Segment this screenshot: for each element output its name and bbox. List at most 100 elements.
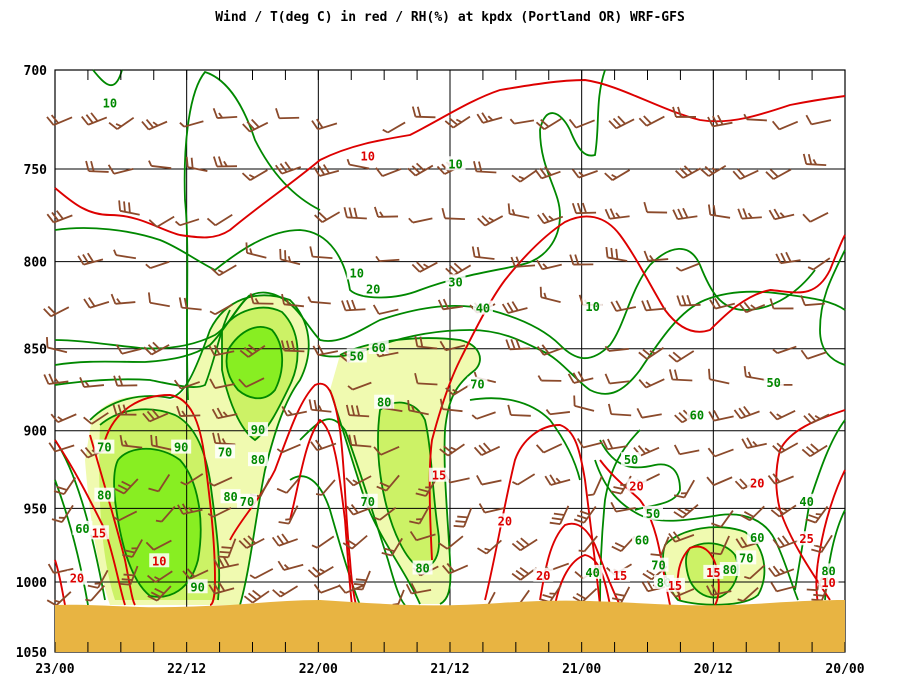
- wind-barb-flag: [608, 120, 617, 129]
- wind-barb-shaft: [773, 168, 792, 180]
- wind-barb: [438, 535, 464, 550]
- wind-barb-flag: [473, 371, 478, 378]
- temperature-contour-label: 20: [536, 569, 550, 583]
- wind-barb: [439, 398, 463, 413]
- wind-barb-flag: [186, 568, 196, 578]
- wind-barb-shaft: [288, 505, 299, 525]
- wind-barb-shaft: [739, 169, 759, 180]
- wind-barb-flag: [519, 566, 530, 575]
- wind-barb-flag: [351, 299, 357, 311]
- wind-barb-shaft: [121, 348, 142, 355]
- wind-barb-flag: [145, 541, 155, 551]
- rh-contour-label: 90: [190, 580, 204, 594]
- wind-barb-flag: [737, 208, 743, 219]
- temperature-contour-label: 20: [629, 479, 643, 493]
- wind-barb-shaft: [246, 537, 265, 549]
- wind-barb-flag: [107, 164, 115, 175]
- wind-barb-shaft: [711, 590, 732, 596]
- wind-barb: [805, 114, 832, 126]
- wind-barb-shaft: [189, 569, 209, 580]
- temperature-contour-label: 15: [432, 469, 446, 483]
- wind-barb-flag: [746, 437, 753, 448]
- wind-barb-flag: [805, 518, 816, 524]
- wind-barb: [312, 344, 339, 356]
- wind-barb-shaft: [713, 476, 733, 486]
- wind-barb: [772, 442, 799, 454]
- wind-barb-shaft: [187, 166, 208, 172]
- rh-contour-label: 10: [103, 96, 117, 110]
- wind-barb-flag: [743, 113, 748, 120]
- wind-barb: [375, 255, 400, 263]
- wind-barb: [148, 160, 172, 170]
- wind-barb-shaft: [320, 584, 340, 594]
- wind-barb-flag: [80, 448, 89, 459]
- wind-barb: [376, 474, 400, 492]
- wind-barb: [310, 439, 337, 452]
- wind-barb-flag: [46, 599, 57, 607]
- wind-barb-flag: [806, 588, 818, 592]
- wind-barb: [444, 115, 471, 129]
- wind-barb-flag: [578, 549, 585, 553]
- wind-barb: [604, 373, 630, 385]
- wind-barb: [43, 373, 69, 385]
- wind-barb-shaft: [280, 585, 299, 598]
- wind-barb: [174, 218, 200, 227]
- wind-barb: [373, 445, 400, 456]
- wind-barb-shaft: [485, 539, 502, 555]
- wind-barb-flag: [77, 255, 85, 266]
- temperature-contour-label: 10: [821, 576, 835, 590]
- wind-barb-shaft: [245, 377, 265, 388]
- wind-barb: [476, 474, 502, 486]
- wind-barb-flag: [123, 573, 135, 577]
- wind-barb-flag: [218, 581, 226, 592]
- wind-barb-flag: [481, 112, 489, 123]
- wind-barb-flag: [772, 538, 781, 549]
- temperature-contour-label-bg: [429, 467, 450, 482]
- wind-barb-flag: [515, 256, 521, 267]
- wind-barb-flag: [247, 344, 258, 353]
- wind-barb-shaft: [749, 505, 765, 521]
- wind-barb-flag: [785, 251, 792, 263]
- temperature-contour: [775, 409, 846, 601]
- temperature-contour-label: 15: [613, 569, 627, 583]
- wind-barb-shaft: [412, 217, 433, 224]
- wind-barb-shaft: [316, 535, 335, 549]
- wind-barb-flag: [541, 212, 550, 223]
- wind-barb: [311, 535, 335, 549]
- wind-barb-shaft: [214, 383, 235, 389]
- wind-barb-flag: [311, 544, 318, 549]
- rh-contour-label-bg: [94, 439, 115, 454]
- wind-barb-shaft: [246, 252, 267, 259]
- wind-barb-flag: [549, 521, 561, 525]
- wind-barb-flag: [511, 174, 521, 183]
- wind-barb: [411, 106, 436, 119]
- temperature-contour-label: 10: [152, 554, 166, 568]
- wind-barb: [346, 503, 373, 516]
- wind-barb: [507, 203, 530, 219]
- wind-barb-flag: [285, 518, 292, 521]
- wind-barb-flag: [750, 304, 757, 310]
- wind-barb: [209, 378, 235, 389]
- wind-barb-flag: [511, 209, 516, 216]
- wind-barb-flag: [672, 351, 682, 360]
- wind-barb: [409, 531, 436, 542]
- wind-barb-flag: [775, 253, 782, 264]
- wind-barb-flag: [668, 369, 674, 380]
- wind-barb-flag: [346, 299, 352, 311]
- wind-barb-shaft: [442, 408, 463, 413]
- wind-barb-shaft: [476, 411, 496, 420]
- wind-barb: [607, 403, 632, 417]
- temperature-contour-label-bg: [818, 574, 839, 589]
- wind-barb-flag: [217, 269, 224, 274]
- wind-barb: [604, 208, 630, 220]
- wind-barb-flag: [734, 480, 744, 490]
- wind-barb-shaft: [608, 347, 629, 352]
- rh-contour-label: 60: [635, 534, 649, 548]
- wind-barb-flag: [148, 487, 159, 493]
- wind-barb: [610, 501, 636, 513]
- wind-barb-flag: [374, 516, 381, 521]
- wind-barb: [309, 246, 333, 260]
- rh-contour-label-bg: [818, 563, 839, 578]
- wind-barb-flag: [675, 170, 684, 179]
